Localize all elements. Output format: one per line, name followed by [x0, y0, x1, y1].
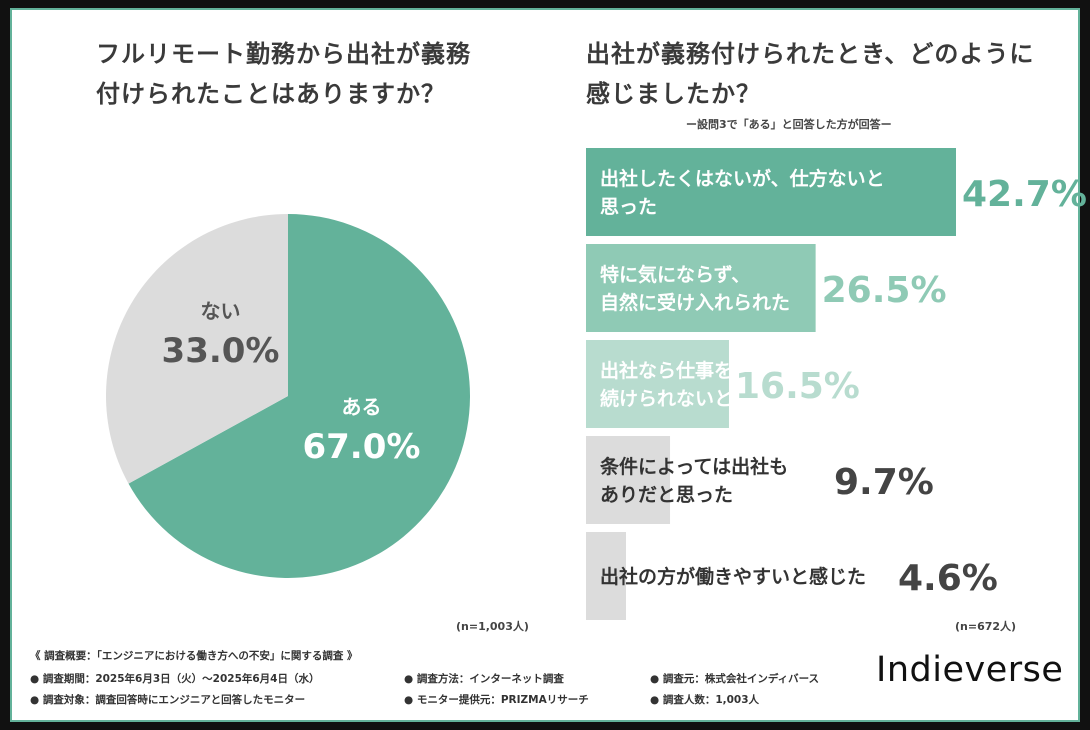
bar-value-label-3: 9.7% [834, 462, 934, 503]
question-2-title: 出社が義務付けられたとき、どのように 感じましたか？ [586, 34, 1056, 114]
indieverse-logo: Indieverse [876, 650, 1064, 690]
bar-category-label-1: 自然に受け入れられた [600, 291, 790, 314]
bar-4 [586, 532, 626, 620]
pie-slice-1 [105, 214, 289, 484]
question-1-line: 付けられたことはありますか？ [96, 80, 446, 108]
bar-category-label-2: 出社なら仕事を [600, 359, 733, 382]
pie-slice-label-1: ない [201, 299, 241, 323]
survey-overview: 《 調査概要：「エンジニアにおける働き方への不安」に関する調査 》 [30, 650, 358, 662]
survey-method: ● 調査方法：インターネット調査 [404, 673, 564, 685]
question-1-line: フルリモート勤務から出社が義務 [96, 40, 471, 68]
question-2-line: 出社が義務付けられたとき、どのように [586, 40, 1035, 68]
bar-category-label-3: ありだと思った [600, 484, 733, 506]
bar-value-label-2: 16.5% [735, 366, 860, 407]
bar-category-label-2: 続けられないと思った [600, 387, 790, 410]
sample-size-left: (n=1,003人) [456, 620, 529, 633]
pie-slice-label-0: ある [341, 395, 381, 419]
survey-period: ● 調査期間：2025年6月3日（火）〜2025年6月4日（水） [30, 673, 320, 685]
bar-3 [586, 436, 671, 524]
survey-count: ● 調査人数：1,003人 [650, 694, 760, 706]
sample-size-right: (n=672人) [955, 620, 1017, 633]
bar-category-label-0: 出社したくはないが、仕方ないと [600, 167, 885, 190]
question-1-title: フルリモート勤務から出社が義務 付けられたことはありますか？ [96, 34, 516, 114]
bar-value-label-0: 42.7% [962, 174, 1087, 215]
bar-value-label-1: 26.5% [822, 270, 947, 311]
bar-category-label-0: 思った [600, 196, 657, 218]
bar-category-label-1: 特に気にならず、 [600, 263, 750, 286]
survey-target: ● 調査対象：調査回答時にエンジニアと回答したモニター [30, 694, 306, 706]
bar-2 [586, 340, 729, 428]
pie-slice-0 [128, 214, 470, 578]
pie-slice-value-1: 33.0% [162, 331, 280, 371]
pie-slice-value-0: 67.0% [302, 427, 420, 467]
bar-category-label-4: 出社の方が働きやすいと感じた [600, 565, 866, 588]
survey-org: ● 調査元：株式会社インディバース [650, 673, 820, 685]
survey-provider: ● モニター提供元：PRIZMAリサーチ [404, 694, 589, 706]
bar-1 [586, 244, 816, 332]
bar-value-label-4: 4.6% [898, 558, 998, 599]
sub-note: ー設問3で「ある」と回答した方が回答ー [686, 118, 892, 131]
bar-category-label-3: 条件によっては出社も [600, 455, 788, 478]
bar-0 [586, 148, 956, 236]
question-2-line: 感じましたか？ [586, 80, 761, 108]
